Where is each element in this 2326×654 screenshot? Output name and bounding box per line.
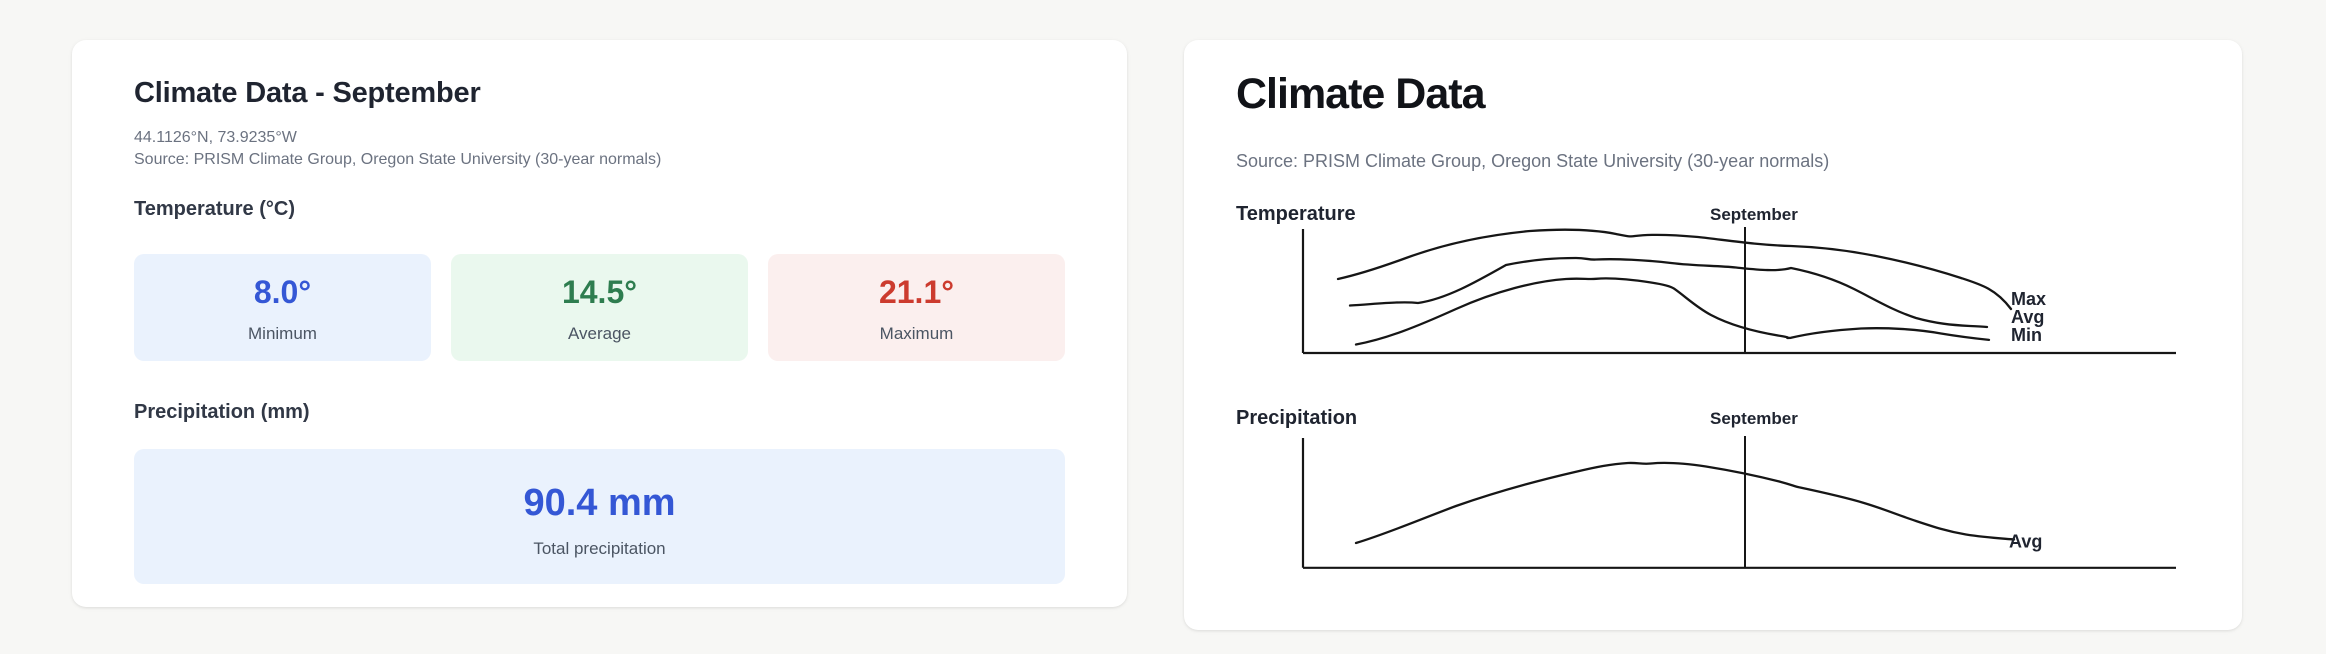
svg-text:Avg: Avg bbox=[2009, 532, 2042, 552]
svg-text:September: September bbox=[1710, 205, 1798, 224]
svg-text:Max: Max bbox=[2011, 289, 2046, 309]
svg-text:September: September bbox=[1710, 409, 1798, 428]
svg-text:Avg: Avg bbox=[2011, 307, 2044, 327]
svg-text:Precipitation: Precipitation bbox=[1236, 407, 1357, 429]
svg-text:Temperature: Temperature bbox=[1236, 203, 1356, 225]
svg-text:Min: Min bbox=[2011, 325, 2042, 345]
